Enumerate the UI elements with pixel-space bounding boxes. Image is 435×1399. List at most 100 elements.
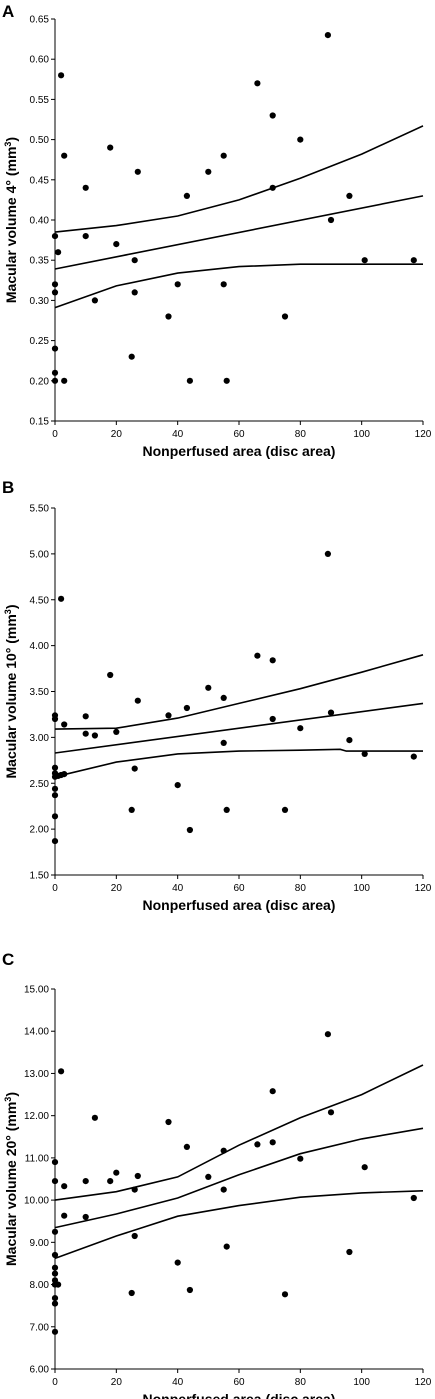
- data-point: [134, 697, 141, 704]
- upper-confidence-band: [54, 1064, 424, 1201]
- data-point: [174, 782, 181, 789]
- data-point: [51, 281, 59, 288]
- data-point: [361, 750, 368, 757]
- y-tick-label: 2.00: [30, 825, 50, 836]
- data-point: [131, 289, 138, 296]
- y-tick-label: 0.20: [30, 376, 50, 387]
- data-point: [205, 1173, 212, 1180]
- x-tick-label: 100: [353, 883, 370, 894]
- data-point: [51, 838, 59, 845]
- data-point: [51, 1295, 59, 1302]
- lower-confidence-band: [54, 748, 423, 778]
- data-point: [51, 377, 59, 384]
- data-point: [269, 112, 276, 119]
- y-tick-label: 1.50: [30, 871, 50, 882]
- data-point: [61, 377, 68, 384]
- x-tick-label: 120: [415, 1377, 432, 1388]
- data-point: [297, 725, 304, 732]
- x-tick-label: 60: [233, 1377, 245, 1388]
- data-point: [205, 684, 212, 691]
- y-tick-label: 0.40: [30, 216, 50, 227]
- x-tick-label: 20: [111, 1377, 123, 1388]
- x-axis-title: Nonperfused area (disc area): [143, 1391, 336, 1399]
- x-tick-label: 0: [52, 883, 58, 894]
- y-tick-label: 0.35: [30, 256, 50, 267]
- scatter-chart-c: 6.00 7.00 8.00 9.00 10.00 11.00 12.00 13.00 14.0…: [3, 985, 432, 1399]
- y-tick-label: 15.00: [24, 985, 49, 996]
- data-point: [410, 257, 417, 264]
- x-tick-label: 60: [233, 429, 245, 440]
- data-point: [113, 241, 120, 248]
- data-point: [58, 595, 65, 602]
- data-point: [51, 1328, 59, 1335]
- y-axis-title: Macular volume 20° (mm3): [3, 1092, 19, 1266]
- data-point: [131, 1232, 138, 1240]
- data-point: [186, 377, 193, 384]
- data-point: [165, 712, 172, 719]
- data-point: [174, 1259, 181, 1266]
- y-tick-label: 3.00: [30, 733, 50, 744]
- data-point: [51, 345, 59, 352]
- data-point: [82, 730, 89, 737]
- data-point: [324, 1031, 331, 1038]
- y-tick-label: 11.00: [25, 1153, 50, 1164]
- data-point: [91, 297, 98, 304]
- lower-confidence-band: [54, 263, 423, 309]
- data-point: [51, 785, 59, 792]
- data-point: [254, 652, 261, 659]
- x-tick-label: 40: [172, 1377, 184, 1388]
- data-point: [51, 1277, 59, 1284]
- data-point: [269, 1139, 276, 1146]
- data-point: [327, 709, 335, 716]
- data-point: [165, 313, 172, 320]
- data-point: [51, 1300, 59, 1307]
- data-point: [51, 233, 59, 240]
- panel-c: C 6.00 7.00 8.00 9.00 10.00 11.00 12.00 13.00 14…: [0, 948, 435, 1399]
- data-point: [82, 1213, 89, 1221]
- y-tick-label: 6.00: [30, 1365, 50, 1376]
- data-point: [269, 715, 276, 723]
- y-tick-label: 0.60: [30, 55, 50, 66]
- data-point: [410, 1194, 417, 1202]
- data-point: [346, 737, 353, 744]
- y-tick-label: 9.00: [30, 1238, 50, 1249]
- scatter-chart-b: 1.50 2.00 2.50 3.00 3.50 4.00 4.50 5.00 5.50 0 20 4…: [3, 504, 432, 914]
- data-point: [165, 1118, 172, 1126]
- data-point: [183, 704, 190, 712]
- y-tick-label: 0.30: [30, 296, 50, 307]
- data-point: [51, 1251, 59, 1259]
- y-tick-label: 4.00: [30, 641, 50, 652]
- data-point: [269, 1088, 276, 1095]
- data-point: [113, 728, 120, 735]
- data-point: [183, 1143, 190, 1150]
- y-tick-label: 4.50: [30, 595, 50, 606]
- data-point: [183, 192, 190, 199]
- data-point: [134, 1172, 141, 1180]
- y-tick-label: 5.50: [30, 504, 50, 515]
- data-point: [297, 1155, 304, 1162]
- panel-letter: A: [2, 2, 15, 21]
- data-point: [82, 1178, 89, 1185]
- data-point: [220, 739, 227, 746]
- data-point: [51, 712, 59, 719]
- data-point: [346, 1248, 353, 1256]
- data-point: [61, 771, 68, 778]
- data-point: [281, 1291, 289, 1298]
- data-point: [269, 184, 276, 191]
- data-point: [61, 1183, 68, 1190]
- data-point: [51, 813, 59, 820]
- data-point: [82, 184, 89, 191]
- data-point: [131, 1186, 138, 1193]
- data-point: [327, 1109, 335, 1116]
- data-point: [220, 1147, 227, 1154]
- panel-letter: B: [2, 478, 15, 497]
- data-point: [131, 257, 138, 264]
- data-point: [324, 550, 331, 557]
- y-tick-label: 12.00: [24, 1111, 49, 1122]
- regression-line: [54, 195, 424, 270]
- data-point: [297, 136, 304, 143]
- data-point: [324, 31, 331, 39]
- data-point: [51, 369, 59, 376]
- data-point: [107, 1178, 114, 1185]
- data-point: [55, 1281, 62, 1288]
